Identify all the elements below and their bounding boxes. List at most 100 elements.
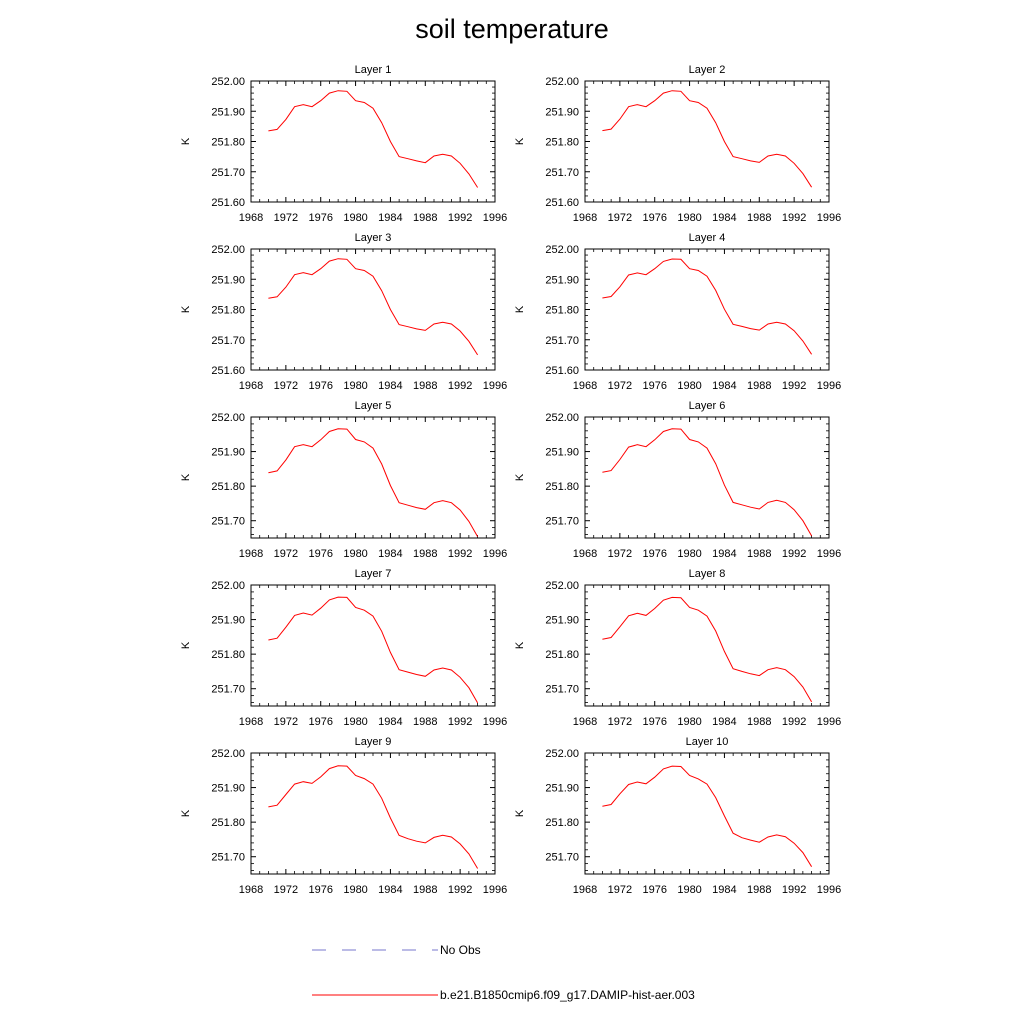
y-tick-label: 252.00: [545, 76, 579, 88]
x-tick-label: 1980: [677, 212, 701, 224]
x-tick-label: 1988: [747, 716, 771, 728]
x-tick-label: 1996: [817, 212, 841, 224]
x-tick-label: 1984: [712, 716, 736, 728]
y-tick-label: 251.90: [211, 783, 245, 795]
chart-panel-1: Layer 1 K 1968 1972 1976 1980 1984 1988 1992 1996…: [180, 64, 507, 224]
x-tick-label: 1992: [782, 716, 806, 728]
plot-frame: [584, 80, 830, 203]
panel-title: Layer 10: [686, 736, 729, 748]
x-tick-label: 1984: [712, 212, 736, 224]
x-tick-label: 1968: [239, 212, 263, 224]
panel-title: Layer 3: [355, 232, 392, 244]
x-tick-label: 1984: [378, 716, 402, 728]
y-tick-label: 251.70: [545, 852, 579, 864]
chart-panel-4: Layer 4 K 1968 1972 1976 1980 1984 1988 1992 1996…: [514, 232, 841, 392]
y-tick-label: 251.70: [545, 167, 579, 179]
series-line: [602, 428, 813, 537]
x-tick-label: 1976: [642, 380, 666, 392]
x-tick-label: 1972: [274, 548, 298, 560]
y-tick-label: 252.00: [211, 748, 245, 760]
plot-frame: [584, 248, 830, 371]
y-tick-label: 251.70: [211, 516, 245, 528]
y-tick-label: 251.70: [211, 852, 245, 864]
y-tick-label: 252.00: [211, 580, 245, 592]
x-tick-label: 1984: [712, 548, 736, 560]
x-tick-label: 1976: [308, 380, 332, 392]
x-tick-label: 1968: [573, 884, 597, 896]
x-tick-label: 1976: [642, 884, 666, 896]
x-tick-label: 1996: [817, 548, 841, 560]
legend-item-model: [310, 985, 440, 1005]
x-tick-label: 1988: [413, 212, 437, 224]
plot-frame: [250, 416, 496, 539]
plot-frame: [250, 752, 496, 875]
x-tick-label: 1984: [378, 380, 402, 392]
x-tick-label: 1972: [608, 212, 632, 224]
x-tick-label: 1992: [448, 212, 472, 224]
x-tick-label: 1980: [343, 212, 367, 224]
y-tick-label: 251.70: [211, 335, 245, 347]
panel-title: Layer 5: [355, 400, 392, 412]
x-tick-label: 1968: [573, 212, 597, 224]
x-tick-label: 1996: [483, 380, 507, 392]
x-tick-label: 1984: [712, 380, 736, 392]
plot-frame: [584, 752, 830, 875]
y-tick-label: 251.70: [545, 516, 579, 528]
panel-title: Layer 2: [689, 64, 726, 76]
y-axis-label: K: [180, 473, 192, 481]
x-tick-label: 1984: [712, 884, 736, 896]
panel-title: Layer 9: [355, 736, 392, 748]
x-tick-label: 1984: [378, 884, 402, 896]
series-line: [268, 765, 479, 869]
y-tick-label: 252.00: [545, 244, 579, 256]
y-axis-label: K: [514, 137, 526, 145]
x-tick-label: 1988: [413, 716, 437, 728]
x-tick-label: 1980: [343, 548, 367, 560]
y-tick-label: 251.90: [545, 783, 579, 795]
y-tick-label: 251.60: [211, 365, 245, 377]
x-tick-label: 1992: [782, 380, 806, 392]
plot-frame: [584, 584, 830, 707]
y-tick-label: 251.60: [545, 365, 579, 377]
panel-title: Layer 1: [355, 64, 392, 76]
panel-title: Layer 7: [355, 568, 392, 580]
x-tick-label: 1968: [239, 380, 263, 392]
x-tick-label: 1996: [483, 716, 507, 728]
y-tick-label: 251.90: [211, 106, 245, 118]
x-tick-label: 1976: [308, 716, 332, 728]
y-axis-label: K: [180, 809, 192, 817]
x-tick-label: 1992: [782, 548, 806, 560]
y-tick-label: 251.80: [211, 137, 245, 149]
y-tick-label: 251.90: [545, 447, 579, 459]
y-tick-label: 251.80: [211, 305, 245, 317]
x-tick-label: 1992: [448, 716, 472, 728]
x-tick-label: 1980: [677, 548, 701, 560]
x-tick-label: 1996: [817, 380, 841, 392]
y-tick-label: 251.80: [545, 649, 579, 661]
y-tick-label: 252.00: [545, 580, 579, 592]
y-tick-label: 252.00: [545, 748, 579, 760]
plot-frame: [250, 248, 496, 371]
y-tick-label: 251.90: [545, 615, 579, 627]
x-tick-label: 1968: [239, 548, 263, 560]
chart-panel-7: Layer 7 K 1968 1972 1976 1980 1984 1988 1992 1996…: [180, 568, 507, 728]
x-tick-label: 1996: [483, 884, 507, 896]
plot-frame: [250, 584, 496, 707]
x-tick-label: 1984: [378, 212, 402, 224]
x-tick-label: 1992: [448, 884, 472, 896]
x-tick-label: 1980: [343, 380, 367, 392]
y-axis-label: K: [180, 305, 192, 313]
x-tick-label: 1988: [747, 212, 771, 224]
x-tick-label: 1988: [413, 380, 437, 392]
y-tick-label: 251.80: [545, 305, 579, 317]
x-tick-label: 1980: [677, 884, 701, 896]
series-line: [602, 596, 813, 703]
series-line: [602, 765, 813, 867]
x-tick-label: 1980: [677, 716, 701, 728]
x-tick-label: 1968: [239, 884, 263, 896]
chart-title: soil temperature: [415, 14, 609, 44]
chart-panel-8: Layer 8 K 1968 1972 1976 1980 1984 1988 1992 1996…: [514, 568, 841, 728]
y-tick-label: 251.80: [211, 649, 245, 661]
legend-label-model: b.e21.B1850cmip6.f09_g17.DAMIP-hist-aer.…: [440, 988, 695, 1002]
y-axis-label: K: [180, 137, 192, 145]
